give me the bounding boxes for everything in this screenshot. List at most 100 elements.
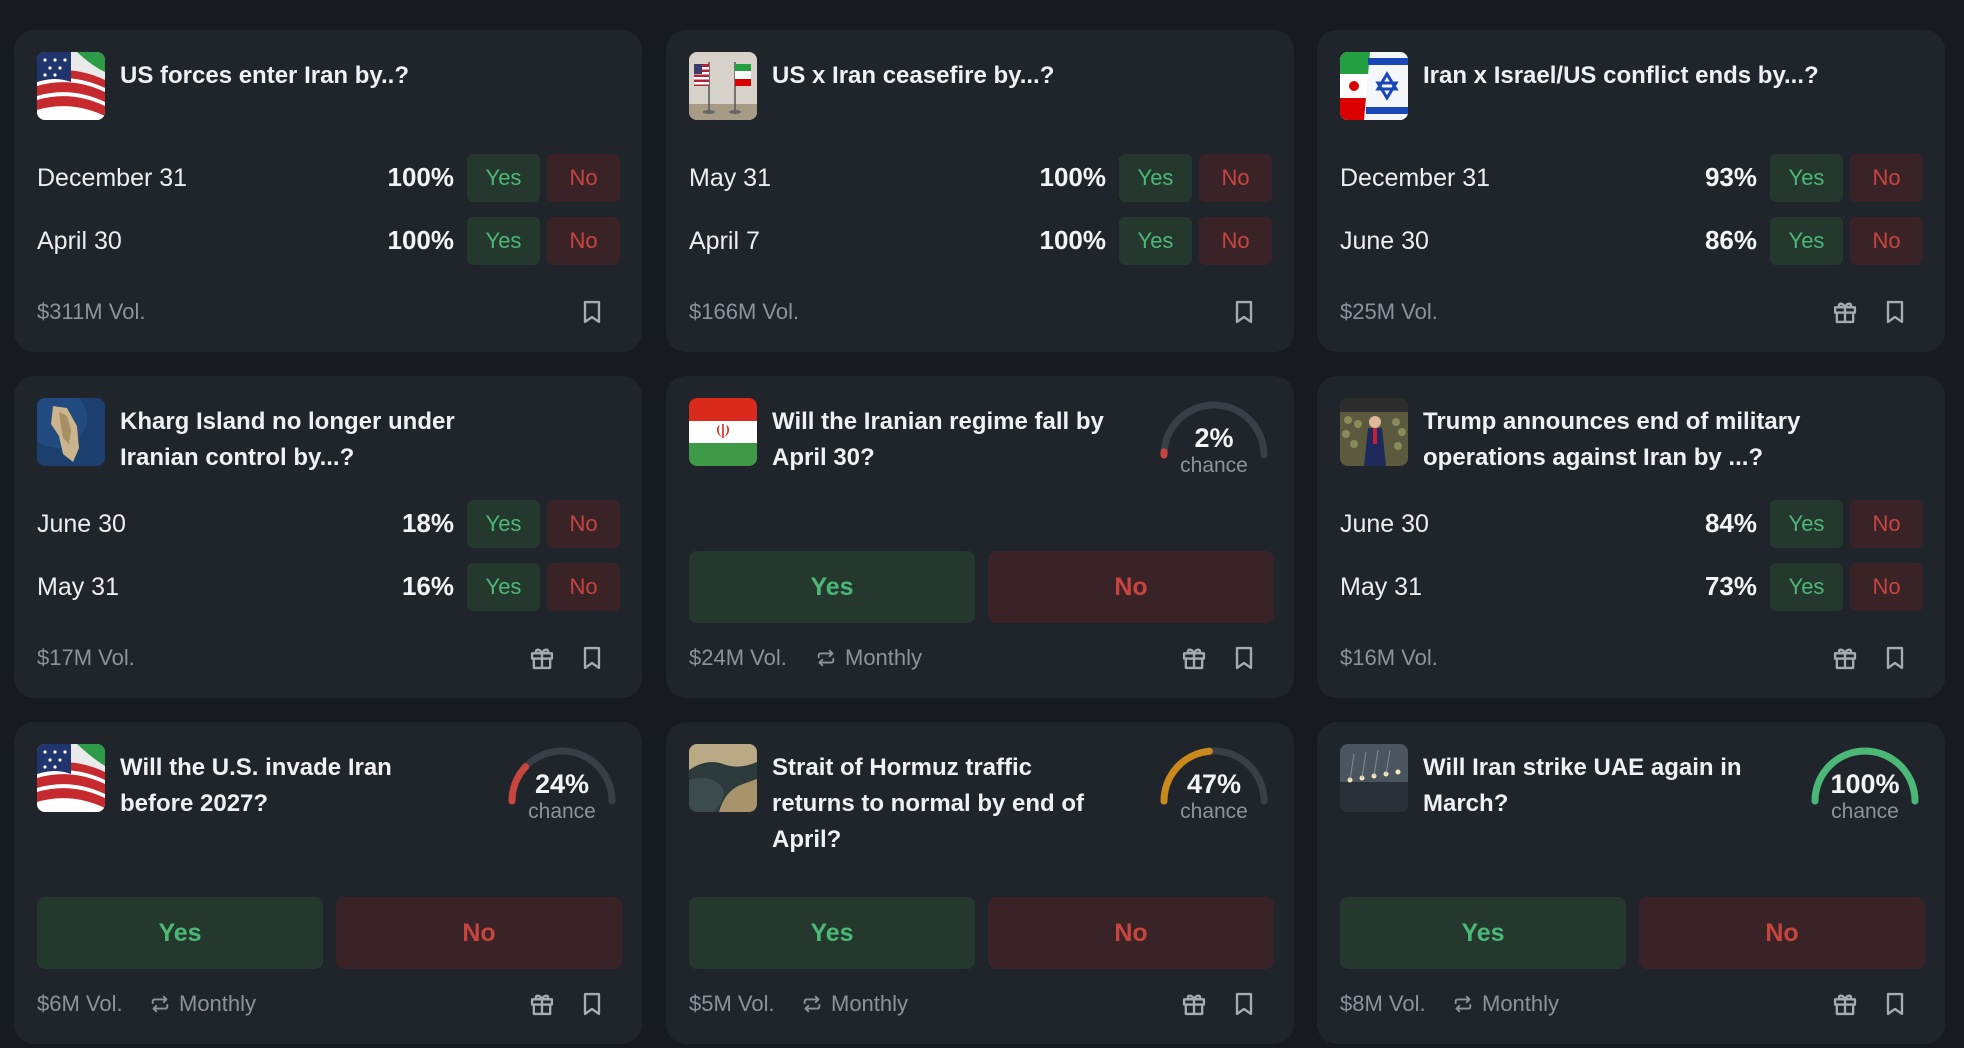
no-button[interactable]: No <box>547 217 620 265</box>
gift-icon[interactable] <box>528 990 556 1018</box>
yes-button[interactable]: Yes <box>1119 154 1192 202</box>
outcome-label: April 7 <box>689 227 760 255</box>
bookmark-icon[interactable] <box>1881 298 1909 326</box>
market-title[interactable]: Will the Iranian regime fall by April 30… <box>772 408 1104 471</box>
market-title[interactable]: Will Iran strike UAE again in March? <box>1423 754 1742 817</box>
outcome-percent: 16% <box>401 571 454 601</box>
no-button[interactable]: No <box>1850 154 1923 202</box>
gift-icon[interactable] <box>1180 644 1208 672</box>
bookmark-icon[interactable] <box>1881 990 1909 1018</box>
card-footer: $6M Vol. Monthly <box>37 988 620 1020</box>
yes-button[interactable]: Yes <box>1770 217 1843 265</box>
no-button[interactable]: No <box>1850 563 1923 611</box>
repeat-icon <box>801 993 823 1015</box>
market-title[interactable]: US x Iran ceasefire by...? <box>772 62 1055 89</box>
market-card[interactable]: Kharg Island no longer under Iranian con… <box>14 376 642 698</box>
yes-button[interactable]: Yes <box>467 563 540 611</box>
no-button[interactable]: No <box>1850 217 1923 265</box>
frequency-text: Monthly <box>1482 991 1560 1016</box>
volume-text: $5M Vol. <box>689 991 775 1016</box>
market-title[interactable]: US forces enter Iran by..? <box>120 62 409 89</box>
market-title[interactable]: Iran x Israel/US conflict ends by...? <box>1423 62 1819 89</box>
chance-label: chance <box>1831 800 1899 823</box>
frequency-text: Monthly <box>845 645 923 670</box>
yes-button[interactable]: Yes <box>1770 154 1843 202</box>
bookmark-icon[interactable] <box>1230 298 1258 326</box>
card-footer: $25M Vol. <box>1340 296 1923 328</box>
outcome-label: May 31 <box>1340 573 1422 601</box>
no-button[interactable]: No <box>1639 897 1925 969</box>
chance-gauge: 24% chance <box>504 739 620 829</box>
volume-text: $25M Vol. <box>1340 299 1438 324</box>
no-button[interactable]: No <box>1199 217 1272 265</box>
outcome-row: June 30 18% Yes No <box>37 500 620 548</box>
bookmark-icon[interactable] <box>578 990 606 1018</box>
chance-value: 47% <box>1186 769 1242 799</box>
chance-gauge-fill <box>508 747 616 805</box>
yes-button[interactable]: Yes <box>467 500 540 548</box>
market-card[interactable]: Will the Iranian regime fall by April 30… <box>666 376 1294 698</box>
volume-text: $166M Vol. <box>689 299 800 324</box>
yes-button[interactable]: Yes <box>1119 217 1192 265</box>
market-title[interactable]: Kharg Island no longer under Iranian con… <box>120 408 455 471</box>
outcome-percent: 100% <box>387 162 455 192</box>
strait-map-icon <box>689 744 757 812</box>
outcome-label: April 30 <box>37 227 122 255</box>
market-title[interactable]: Trump announces end of military operatio… <box>1423 408 1801 471</box>
market-card[interactable]: US x Iran ceasefire by...? May 31 100% Y… <box>666 30 1294 352</box>
bookmark-icon[interactable] <box>578 644 606 672</box>
volume-text: $17M Vol. <box>37 645 135 670</box>
no-button[interactable]: No <box>336 897 622 969</box>
outcome-row: June 30 84% Yes No <box>1340 500 1923 548</box>
frequency-tag: Monthly <box>815 642 922 674</box>
market-card[interactable]: Will the U.S. invade Iran before 2027? 2… <box>14 722 642 1044</box>
outcome-percent: 100% <box>1039 162 1107 192</box>
chance-value: 2% <box>1194 423 1234 453</box>
market-card[interactable]: Strait of Hormuz traffic returns to norm… <box>666 722 1294 1044</box>
market-card[interactable]: Iran x Israel/US conflict ends by...? De… <box>1317 30 1945 352</box>
no-button[interactable]: No <box>547 563 620 611</box>
gift-icon[interactable] <box>1180 990 1208 1018</box>
gift-icon[interactable] <box>1831 298 1859 326</box>
market-card[interactable]: Trump announces end of military operatio… <box>1317 376 1945 698</box>
market-title[interactable]: Strait of Hormuz traffic returns to norm… <box>772 754 1085 853</box>
outcome-percent: 100% <box>387 225 455 255</box>
yes-button[interactable]: Yes <box>1770 563 1843 611</box>
chance-value: 100% <box>1830 769 1900 799</box>
yes-button[interactable]: Yes <box>689 551 975 623</box>
gift-icon[interactable] <box>1831 990 1859 1018</box>
chance-gauge: 100% chance <box>1807 739 1923 829</box>
volume-text: $24M Vol. <box>689 645 787 670</box>
no-button[interactable]: No <box>547 154 620 202</box>
market-title[interactable]: Will the U.S. invade Iran before 2027? <box>120 754 392 817</box>
outcome-percent: 100% <box>1039 225 1107 255</box>
gift-icon[interactable] <box>1831 644 1859 672</box>
outcome-percent: 93% <box>1704 162 1757 192</box>
no-button[interactable]: No <box>988 551 1274 623</box>
volume-text: $16M Vol. <box>1340 645 1438 670</box>
gift-icon[interactable] <box>528 644 556 672</box>
frequency-text: Monthly <box>179 991 257 1016</box>
bookmark-icon[interactable] <box>1881 644 1909 672</box>
outcome-label: June 30 <box>37 510 126 538</box>
no-button[interactable]: No <box>988 897 1274 969</box>
yes-button[interactable]: Yes <box>467 217 540 265</box>
yes-button[interactable]: Yes <box>1770 500 1843 548</box>
yes-button[interactable]: Yes <box>1340 897 1626 969</box>
yes-button[interactable]: Yes <box>37 897 323 969</box>
bookmark-icon[interactable] <box>1230 990 1258 1018</box>
market-card[interactable]: Will Iran strike UAE again in March? 100… <box>1317 722 1945 1044</box>
no-button[interactable]: No <box>1850 500 1923 548</box>
no-button[interactable]: No <box>1199 154 1272 202</box>
frequency-text: Monthly <box>831 991 909 1016</box>
market-card[interactable]: US forces enter Iran by..? December 31 1… <box>14 30 642 352</box>
bookmark-icon[interactable] <box>1230 644 1258 672</box>
chance-label: chance <box>1180 800 1248 823</box>
bookmark-icon[interactable] <box>578 298 606 326</box>
us-iran-flag-icon <box>37 744 105 812</box>
island-satellite-icon <box>37 398 105 466</box>
yes-button[interactable]: Yes <box>689 897 975 969</box>
no-button[interactable]: No <box>547 500 620 548</box>
yes-button[interactable]: Yes <box>467 154 540 202</box>
outcome-percent: 18% <box>401 508 454 538</box>
